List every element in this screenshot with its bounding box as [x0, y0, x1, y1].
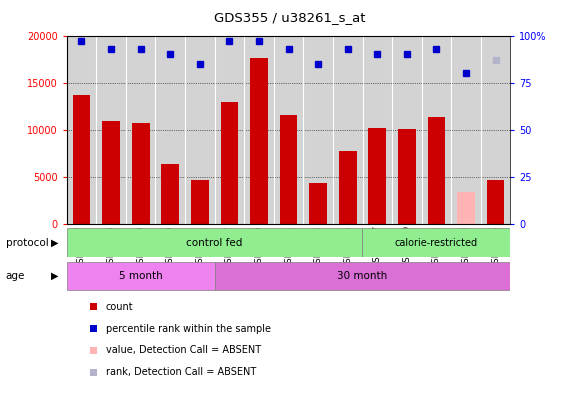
Bar [427, 116, 445, 224]
Text: calorie-restricted: calorie-restricted [395, 238, 478, 248]
Text: ▶: ▶ [52, 238, 59, 248]
Bar [191, 181, 209, 224]
Bar [339, 151, 357, 224]
Text: control fed: control fed [186, 238, 243, 248]
Bar [487, 181, 505, 224]
Bar [102, 121, 120, 224]
Text: value, Detection Call = ABSENT: value, Detection Call = ABSENT [106, 345, 261, 356]
Bar [280, 114, 298, 224]
FancyBboxPatch shape [215, 262, 510, 291]
Bar [161, 164, 179, 224]
FancyBboxPatch shape [67, 228, 362, 257]
Text: 30 month: 30 month [338, 271, 387, 281]
Text: 5 month: 5 month [119, 271, 162, 281]
Bar [398, 129, 416, 224]
Text: ▶: ▶ [52, 271, 59, 281]
Text: percentile rank within the sample: percentile rank within the sample [106, 324, 271, 334]
Bar [132, 123, 150, 224]
Bar [220, 103, 238, 224]
FancyBboxPatch shape [362, 228, 510, 257]
Bar [250, 58, 268, 224]
Text: GDS355 / u38261_s_at: GDS355 / u38261_s_at [214, 11, 366, 24]
Bar [368, 128, 386, 224]
Text: age: age [6, 271, 25, 281]
Text: protocol: protocol [6, 238, 49, 248]
FancyBboxPatch shape [67, 262, 215, 291]
Bar [457, 192, 475, 224]
Bar [72, 95, 90, 224]
Text: rank, Detection Call = ABSENT: rank, Detection Call = ABSENT [106, 367, 256, 377]
Bar [309, 183, 327, 224]
Text: count: count [106, 302, 133, 312]
